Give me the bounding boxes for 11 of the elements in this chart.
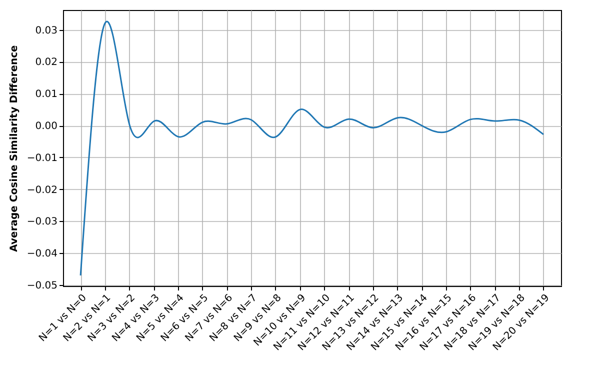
y-tick-label: −0.04 [26, 248, 58, 260]
y-tick-label: 0.02 [35, 57, 58, 68]
y-tick-label: 0.00 [35, 121, 58, 132]
y-axis-title: Average Cosine Similarity Difference [8, 44, 20, 252]
y-tick-label: −0.01 [26, 152, 58, 164]
y-tick-label: −0.02 [26, 184, 58, 196]
y-tick-label: −0.03 [26, 216, 58, 228]
line-series [80, 22, 544, 276]
y-tick-label: 0.03 [35, 25, 58, 36]
y-tick-label: 0.01 [35, 89, 58, 100]
y-tick-label: −0.05 [26, 280, 58, 292]
